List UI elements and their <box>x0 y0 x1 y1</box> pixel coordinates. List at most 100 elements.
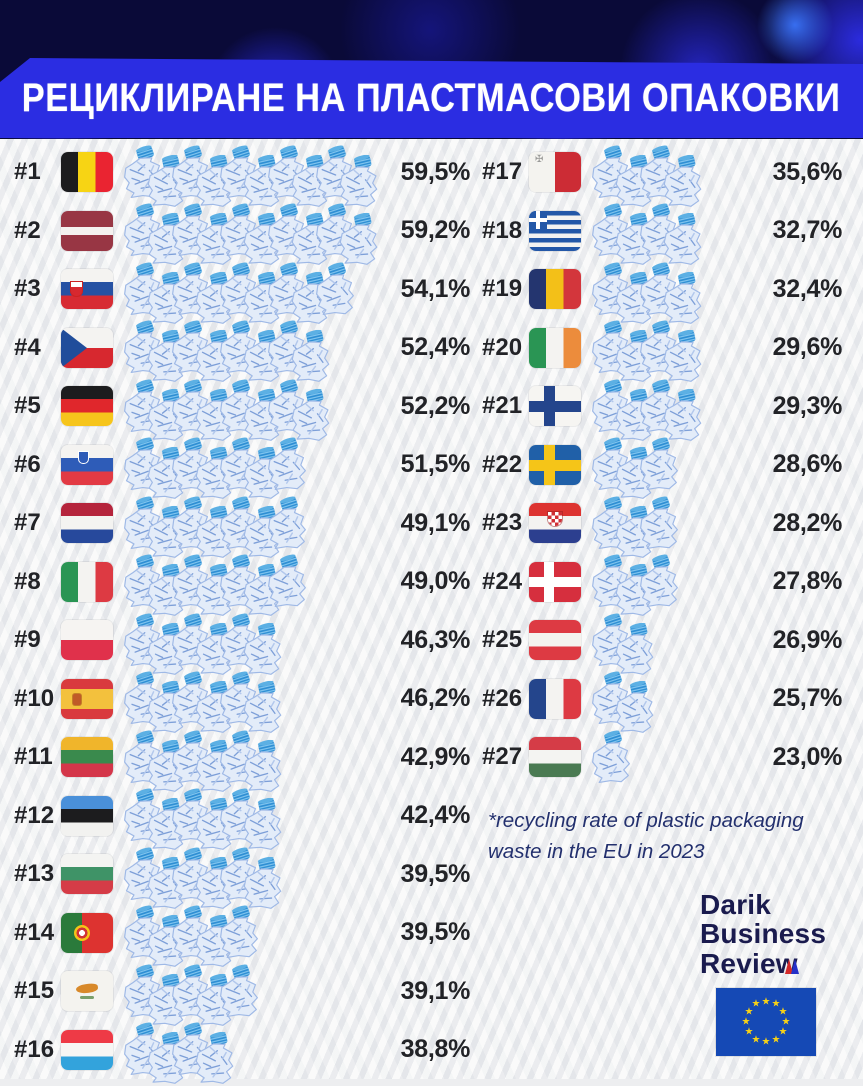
eu-flag: ★ ★ ★ ★ ★ ★ ★ ★ ★ ★ ★ ★ <box>716 988 816 1056</box>
bottle-pictogram-bar <box>123 142 388 204</box>
flag-italy <box>61 561 113 602</box>
crushed-plastic-bottle-icon <box>614 620 661 676</box>
rank-label: #8 <box>14 567 41 595</box>
flag-bulgaria <box>61 854 113 895</box>
rank-label: #15 <box>14 977 55 1005</box>
rank-label: #5 <box>14 392 41 420</box>
flag-estonia <box>61 795 113 836</box>
bottle-pictogram-bar <box>123 1019 388 1081</box>
rank-label: #3 <box>14 275 41 303</box>
recycling-rate-value: 25,7% <box>772 684 843 713</box>
rank-label: #17 <box>482 158 523 186</box>
brand-line-business: Business <box>700 918 827 950</box>
ranking-row-estonia: #12 42,4% <box>14 787 470 846</box>
rank-label: #18 <box>482 216 523 244</box>
rank-label: #12 <box>14 801 55 829</box>
ranking-row-cyprus: #15 39,1% <box>14 962 470 1021</box>
ranking-row-sweden: #22 28,6% <box>482 436 842 495</box>
recycling-rate-value: 46,2% <box>400 684 471 713</box>
ranking-row-croatia: #23 28,2% <box>482 494 842 553</box>
crushed-plastic-bottle-icon <box>662 269 709 325</box>
bottle-pictogram-bar <box>591 727 764 789</box>
crushed-plastic-bottle-icon <box>242 620 289 676</box>
flag-france <box>529 678 581 719</box>
crushed-plastic-bottle-icon <box>242 796 289 852</box>
recycling-rate-value: 27,8% <box>772 567 843 596</box>
bottle-pictogram-bar <box>123 668 388 730</box>
star-icon: ★ <box>771 998 781 1010</box>
bottle-pictogram-bar <box>123 551 388 613</box>
flag-hungary <box>529 737 581 778</box>
rank-label: #11 <box>14 743 53 771</box>
rank-label: #21 <box>482 392 523 420</box>
bottle-pictogram-bar <box>591 434 764 496</box>
ranking-row-denmark: #24 27,8% <box>482 553 842 612</box>
star-icon: ★ <box>744 1006 754 1018</box>
ranking-row-netherlands: #7 49,1% <box>14 494 470 553</box>
flag-slovakia <box>61 269 113 310</box>
flag-finland <box>529 386 581 427</box>
crushed-plastic-bottle-icon <box>266 495 312 551</box>
bottle-pictogram-bar <box>123 259 388 321</box>
ranking-row-romania: #19 32,4% <box>482 260 842 319</box>
recycling-rate-value: 35,6% <box>772 157 843 186</box>
crushed-plastic-bottle-icon <box>338 211 385 267</box>
recycling-rate-value: 59,2% <box>400 216 471 245</box>
bottle-pictogram-bar <box>123 727 388 789</box>
recycling-rate-value: 42,4% <box>400 801 471 830</box>
crushed-plastic-bottle-icon <box>614 679 661 735</box>
flag-portugal <box>61 912 113 953</box>
rank-label: #24 <box>482 567 523 595</box>
recycling-rate-value: 46,3% <box>400 625 471 654</box>
star-icon: ★ <box>761 996 771 1008</box>
recycling-rate-value: 52,2% <box>400 391 471 420</box>
bottle-pictogram-bar <box>123 844 388 906</box>
recycling-rate-value: 59,5% <box>400 157 471 186</box>
bottle-pictogram-bar <box>123 317 388 379</box>
bottle-pictogram-bar <box>591 259 764 321</box>
bottle-pictogram-bar <box>591 668 764 730</box>
rank-label: #6 <box>14 450 41 478</box>
flag-luxembourg <box>61 1029 113 1070</box>
flag-slovenia <box>61 444 113 485</box>
bottle-pictogram-bar <box>591 493 764 555</box>
recycling-rate-value: 42,9% <box>400 742 471 771</box>
ranking-row-austria: #25 26,9% <box>482 611 842 670</box>
recycling-rate-value: 54,1% <box>400 274 471 303</box>
flag-lithuania <box>61 737 113 778</box>
ranking-row-italy: #8 49,0% <box>14 553 470 612</box>
ranking-row-portugal: #14 39,5% <box>14 904 470 963</box>
crushed-plastic-bottle-icon <box>662 211 709 267</box>
crushed-plastic-bottle-icon <box>638 495 684 551</box>
rank-label: #23 <box>482 509 523 537</box>
star-icon: ★ <box>778 1006 788 1018</box>
recycling-rate-value: 32,4% <box>772 274 843 303</box>
brand-line-review: Review <box>700 947 799 979</box>
rank-label: #9 <box>14 626 41 654</box>
recycling-rate-value: 39,1% <box>400 976 471 1005</box>
ranking-row-spain: #10 46,2% <box>14 670 470 729</box>
bottle-pictogram-bar <box>123 902 388 964</box>
crushed-plastic-bottle-icon <box>266 436 312 492</box>
bottle-pictogram-bar <box>591 376 764 438</box>
recycling-rate-value: 26,9% <box>772 625 843 654</box>
recycling-rate-value: 32,7% <box>772 216 843 245</box>
ranking-row-poland: #9 46,3% <box>14 611 470 670</box>
crushed-plastic-bottle-icon <box>638 553 684 609</box>
crushed-plastic-bottle-icon <box>218 904 264 960</box>
ranking-row-greece: #18 32,7% <box>482 202 842 261</box>
flag-latvia <box>61 210 113 251</box>
flag-czechia <box>61 327 113 368</box>
recycling-rate-value: 52,4% <box>400 333 471 362</box>
bottle-pictogram-bar <box>123 610 388 672</box>
title-banner: РЕЦИКЛИРАНЕ НА ПЛАСТМАСОВИ ОПАКОВКИ <box>0 58 863 138</box>
bottle-pictogram-bar <box>591 610 764 672</box>
ranking-row-ireland: #20 29,6% <box>482 319 842 378</box>
ranking-row-hungary: #27 23,0% <box>482 728 842 787</box>
flag-poland <box>61 620 113 661</box>
flag-germany <box>61 386 113 427</box>
red-wedge-icon <box>784 959 793 975</box>
star-icon: ★ <box>761 1036 771 1048</box>
crushed-plastic-bottle-icon <box>218 963 264 1019</box>
star-icon: ★ <box>751 998 761 1010</box>
